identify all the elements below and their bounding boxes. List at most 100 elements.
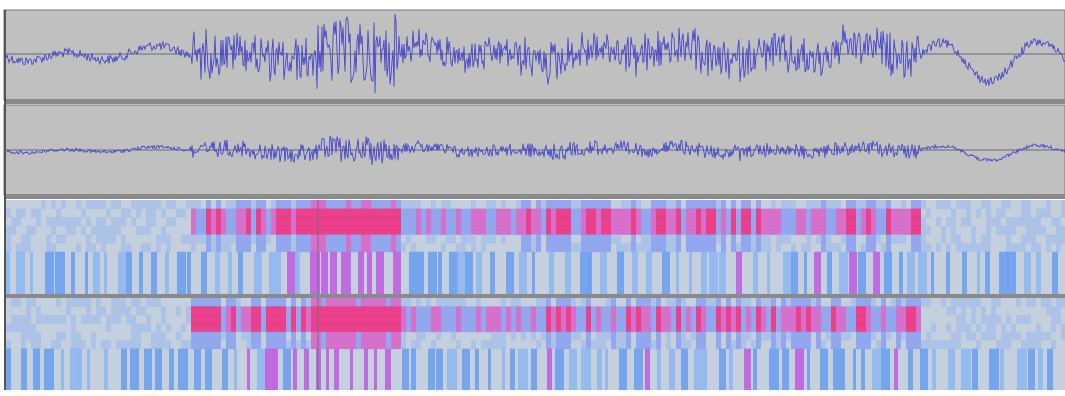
spectrogram-cell [866,298,871,307]
spectrogram-cell [586,217,591,227]
spectrogram-cell [501,314,506,324]
spectrogram-cell [641,323,646,333]
spectrogram-cell [341,243,346,253]
spectrogram-cell [731,234,736,244]
spectrogram-cell [731,200,736,210]
spectrogram-cell [826,243,831,253]
spectrogram-cell [291,306,296,316]
spectrogram-cell [696,314,701,324]
spectrogram-cell [331,243,336,253]
spectrogram-cell [951,225,956,235]
spectrogram-cell [726,217,731,227]
spectrogram-cell [226,306,231,316]
spectrogram-cell [216,306,221,316]
spectrogram-cell [611,314,616,324]
spectrogram-cell [621,340,626,350]
spectrogram-cell [651,314,656,324]
spectrogram-cell [11,323,16,333]
spectrogram-cell [306,340,311,350]
spectrogram-cell [666,208,671,218]
spectrogram-cell [656,243,661,253]
spectrogram-cell [656,340,661,350]
spectrogram-cell [756,298,761,307]
spectrogram-cell [456,340,461,350]
spectrogram-cell [591,217,596,227]
spectrogram-cell [361,306,366,316]
spectrogram-cell [436,208,441,218]
spectrogram-cell [1016,298,1021,307]
spectrogram-cell [626,314,631,324]
spectrogram-cell [356,234,361,244]
spectrogram-cell [601,225,606,235]
spectrogram-cell [976,340,981,350]
spectrogram-cell [471,323,476,333]
spectrogram-stripe [85,251,88,294]
spectrogram-cell [701,314,706,324]
spectrogram-cell [261,243,266,253]
spectrogram-cell [186,234,191,244]
spectrogram-cell [941,200,946,210]
spectrogram-cell [671,200,676,210]
spectrogram-cell [371,200,376,210]
spectrogram-cell [341,208,346,218]
spectrogram-cell [626,331,631,341]
spectrogram-cell [761,234,766,244]
spectrogram-cell [826,306,831,316]
spectrogram-cell [256,243,261,253]
spectrogram-cell [376,243,381,253]
spectrogram-cell [261,217,266,227]
spectrogram-cell [856,208,861,218]
spectrogram-cell [911,217,916,227]
spectrogram-cell [126,243,131,253]
spectrogram-cell [561,340,566,350]
spectrogram-cell [346,331,351,341]
spectrogram-cell [971,306,976,316]
spectrogram-cell [471,306,476,316]
spectrogram-cell [581,243,586,253]
spectrogram-cell [721,234,726,244]
spectrogram-cell [366,331,371,341]
spectrogram-cell [581,306,586,316]
spectrogram-cell [981,314,986,324]
spectrogram-cell [776,217,781,227]
spectrogram-cell [711,298,716,307]
spectrogram-cell [276,331,281,341]
spectrogram-cell [536,208,541,218]
spectrogram-cell [401,225,406,235]
spectrogram-cell [251,323,256,333]
spectrogram-cell [286,225,291,235]
spectrogram-cell [716,340,721,350]
spectrogram-cell [521,200,526,210]
spectrogram-cell [151,340,156,350]
spectrogram-cell [386,225,391,235]
spectrogram-cell [481,323,486,333]
spectrogram-cell [276,217,281,227]
spectrogram-cell [456,323,461,333]
spectrogram-cell [331,306,336,316]
spectrogram-stripe [769,348,779,390]
spectrogram-cell [821,208,826,218]
spectrogram-cell [701,298,706,307]
spectrogram-cell [261,200,266,210]
spectrogram-cell [356,323,361,333]
spectrogram-cell [1006,234,1011,244]
spectrogram-cell [856,323,861,333]
spectrogram-stripe [833,348,843,390]
spectrogram-cell [441,200,446,210]
spectrogram-cell [821,225,826,235]
spectrogram-cell [891,225,896,235]
spectrogram-cell [361,298,366,307]
spectrogram-cell [546,217,551,227]
spectrogram-cell [821,340,826,350]
spectrogram-cell [816,314,821,324]
spectrogram-stripe [254,251,262,294]
spectrogram-cell [461,314,466,324]
spectrogram-cell [491,306,496,316]
spectrogram-cell [86,200,91,210]
spectrogram-cell [576,314,581,324]
spectrogram-cell [546,331,551,341]
spectrogram-cell [286,234,291,244]
spectrogram-cell [846,243,851,253]
spectrogram-stripe [277,251,281,294]
